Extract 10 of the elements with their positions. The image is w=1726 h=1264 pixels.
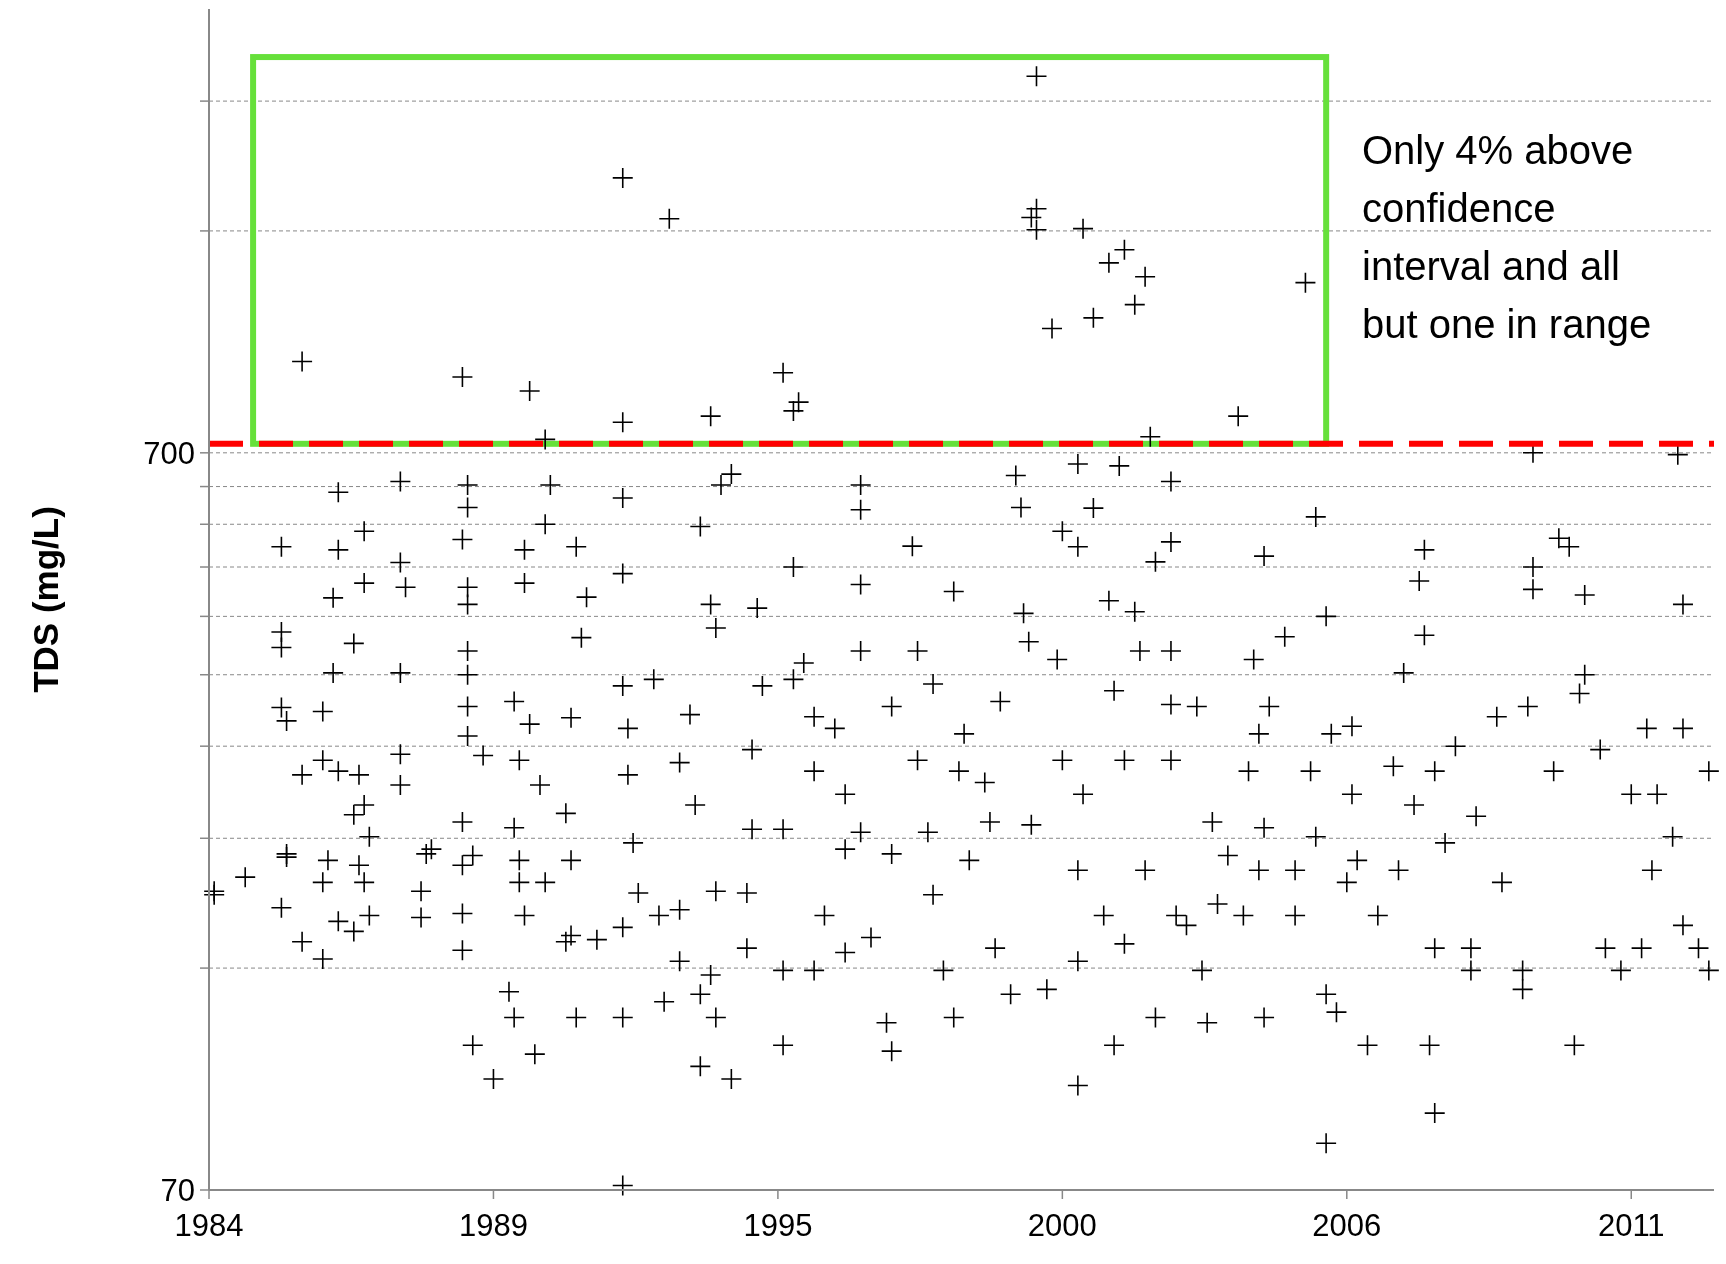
- y-axis-title: TDS (mg/L): [26, 506, 65, 693]
- x-tick-label: 2006: [1312, 1208, 1382, 1243]
- x-tick-label: 1984: [174, 1208, 244, 1243]
- x-tick-label: 1989: [458, 1208, 528, 1243]
- y-tick-label: 70: [160, 1172, 195, 1208]
- y-tick-label: 700: [143, 435, 195, 471]
- annotation: Only 4% above confidence interval and all but one in range: [1362, 128, 1652, 346]
- x-tick-label: 2000: [1027, 1208, 1097, 1243]
- x-tick-label: 1995: [743, 1208, 813, 1243]
- x-tick-label: 2011: [1597, 1208, 1665, 1243]
